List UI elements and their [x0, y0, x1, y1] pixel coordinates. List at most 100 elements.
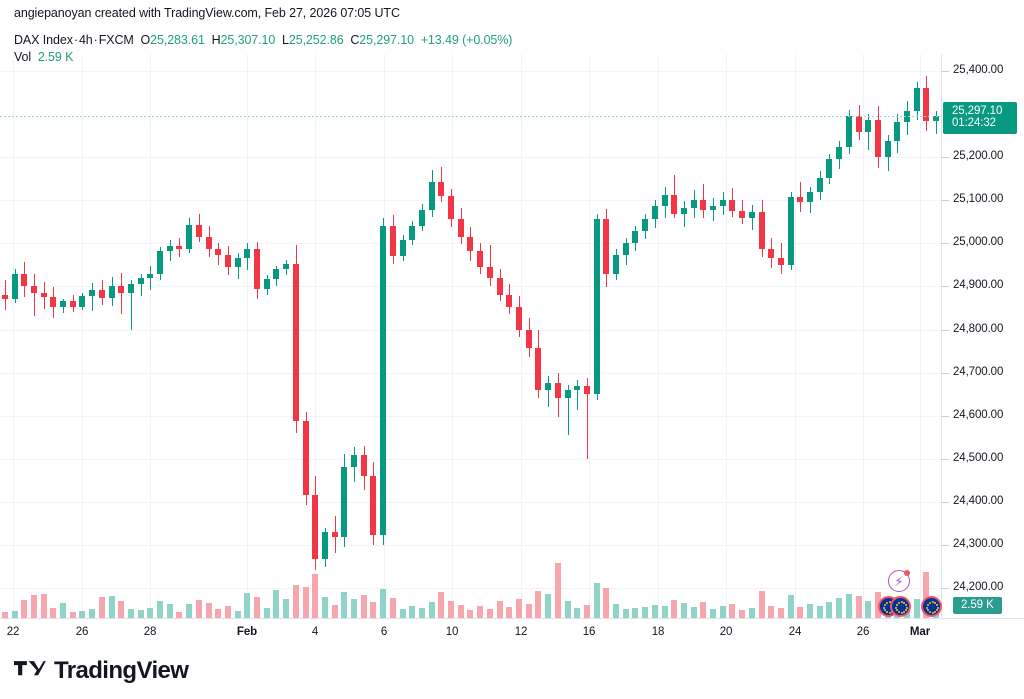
- legend-interval[interactable]: 4h: [78, 33, 93, 47]
- candle-wick: [781, 242, 782, 274]
- volume-bar: [710, 609, 716, 618]
- volume-bar: [79, 611, 85, 618]
- event-flag-eu-2[interactable]: [890, 596, 911, 617]
- candle-wick: [577, 380, 578, 410]
- candle-body: [380, 226, 386, 536]
- volume-bar: [749, 608, 755, 618]
- volume-bar: [642, 607, 648, 618]
- volume-bar: [351, 599, 357, 618]
- footer-bar: TradingView: [0, 646, 1024, 699]
- tradingview-logo-text: TradingView: [54, 657, 189, 684]
- candle-wick: [490, 245, 491, 286]
- eu-star: [895, 606, 898, 609]
- volume-bar: [186, 604, 192, 618]
- candle-body: [720, 200, 726, 206]
- price-tick-dash: [942, 416, 949, 417]
- gridline-horizontal: [0, 545, 941, 546]
- candle-body: [749, 212, 755, 219]
- volume-bar: [739, 610, 745, 618]
- price-tick-dash: [942, 459, 949, 460]
- eu-star: [934, 611, 937, 613]
- eu-star: [888, 601, 891, 604]
- candle-body: [497, 277, 503, 296]
- chart-plot-area[interactable]: [0, 54, 941, 618]
- volume-bar: [448, 601, 454, 618]
- legend-low-key: L: [282, 33, 289, 47]
- time-tick-label: 26: [856, 626, 870, 638]
- price-scale-axis[interactable]: 25,400.00 25,200.00 25,100.00 25,000.00 24,9…: [941, 54, 1024, 618]
- candle-body: [438, 182, 444, 197]
- volume-bar: [332, 605, 338, 618]
- candle-body: [138, 277, 144, 284]
- volume-bar: [147, 608, 153, 618]
- alert-icon[interactable]: ⚡: [888, 570, 910, 592]
- price-tick-dash: [942, 588, 949, 589]
- candle-body: [613, 255, 619, 274]
- eu-star: [885, 611, 888, 613]
- gridline-horizontal: [0, 502, 941, 503]
- time-scale-axis[interactable]: 22 26 28 Feb 4 6 10 12 16 18 20 24 26 Mar: [0, 618, 1024, 647]
- event-flag-eu-3[interactable]: [921, 596, 942, 617]
- volume-bar: [21, 600, 27, 618]
- candle-body: [759, 212, 765, 249]
- candle-wick: [684, 201, 685, 228]
- eu-star: [897, 601, 900, 604]
- tradingview-logo[interactable]: TradingView: [14, 657, 189, 685]
- time-tick-label: Mar: [909, 626, 931, 638]
- volume-bar: [419, 608, 425, 618]
- volume-bar: [322, 597, 328, 618]
- volume-bar: [2, 612, 8, 618]
- time-tick-label: 28: [143, 626, 157, 638]
- legend-main-row: DAX Index·4h·FXCM O25,283.61 H25,307.10 …: [14, 32, 512, 48]
- candle-body: [157, 251, 163, 275]
- volume-bar: [681, 603, 687, 618]
- candle-body: [458, 219, 464, 238]
- volume-bar: [273, 590, 279, 618]
- candle-body: [768, 248, 774, 259]
- volume-bar: [632, 608, 638, 618]
- alert-notification-dot: [904, 570, 910, 576]
- gridline-horizontal: [0, 459, 941, 460]
- eu-star: [897, 611, 900, 613]
- volume-bar: [215, 609, 221, 618]
- candle-body: [807, 191, 813, 203]
- volume-bar: [720, 606, 726, 618]
- volume-bar: [50, 608, 56, 618]
- eu-star: [883, 609, 886, 612]
- current-price-badge[interactable]: 25,297.10 01:24:32: [943, 101, 1017, 134]
- volume-bar: [865, 601, 871, 618]
- volume-bar: [662, 606, 668, 618]
- time-tick-label: Feb: [236, 626, 258, 638]
- candle-body: [681, 208, 687, 215]
- candle-body: [176, 246, 182, 250]
- candle-body: [623, 243, 629, 256]
- legend-symbol[interactable]: DAX Index: [14, 33, 73, 47]
- volume-bar: [109, 596, 115, 618]
- gridline-vertical: [247, 54, 248, 618]
- volume-bar: [31, 595, 37, 618]
- time-tick-label: 16: [582, 626, 596, 638]
- price-tick-dash: [942, 71, 949, 72]
- candle-body: [700, 199, 706, 210]
- volume-bar: [565, 601, 571, 618]
- candle-wick: [5, 280, 6, 311]
- volume-value-badge[interactable]: 2.59 K: [953, 597, 1002, 614]
- candle-wick: [150, 265, 151, 290]
- volume-bar: [206, 603, 212, 618]
- gridline-horizontal: [0, 286, 941, 287]
- candle-body: [555, 382, 561, 399]
- gridline-vertical: [521, 54, 522, 618]
- eu-star: [900, 611, 903, 614]
- eu-star: [883, 606, 886, 609]
- legend-close-key: C: [350, 33, 360, 47]
- volume-bar: [817, 606, 823, 618]
- candle-body: [584, 386, 590, 395]
- volume-bar: [923, 572, 929, 618]
- volume-bar: [157, 601, 163, 618]
- attribution-text: angiepanoyan created with TradingView.co…: [14, 6, 400, 20]
- candle-body: [594, 219, 600, 395]
- price-tick-dash: [942, 243, 949, 244]
- volume-bar: [225, 606, 231, 618]
- price-tick-label: 24,800.00: [953, 322, 1004, 335]
- candle-body: [691, 199, 697, 209]
